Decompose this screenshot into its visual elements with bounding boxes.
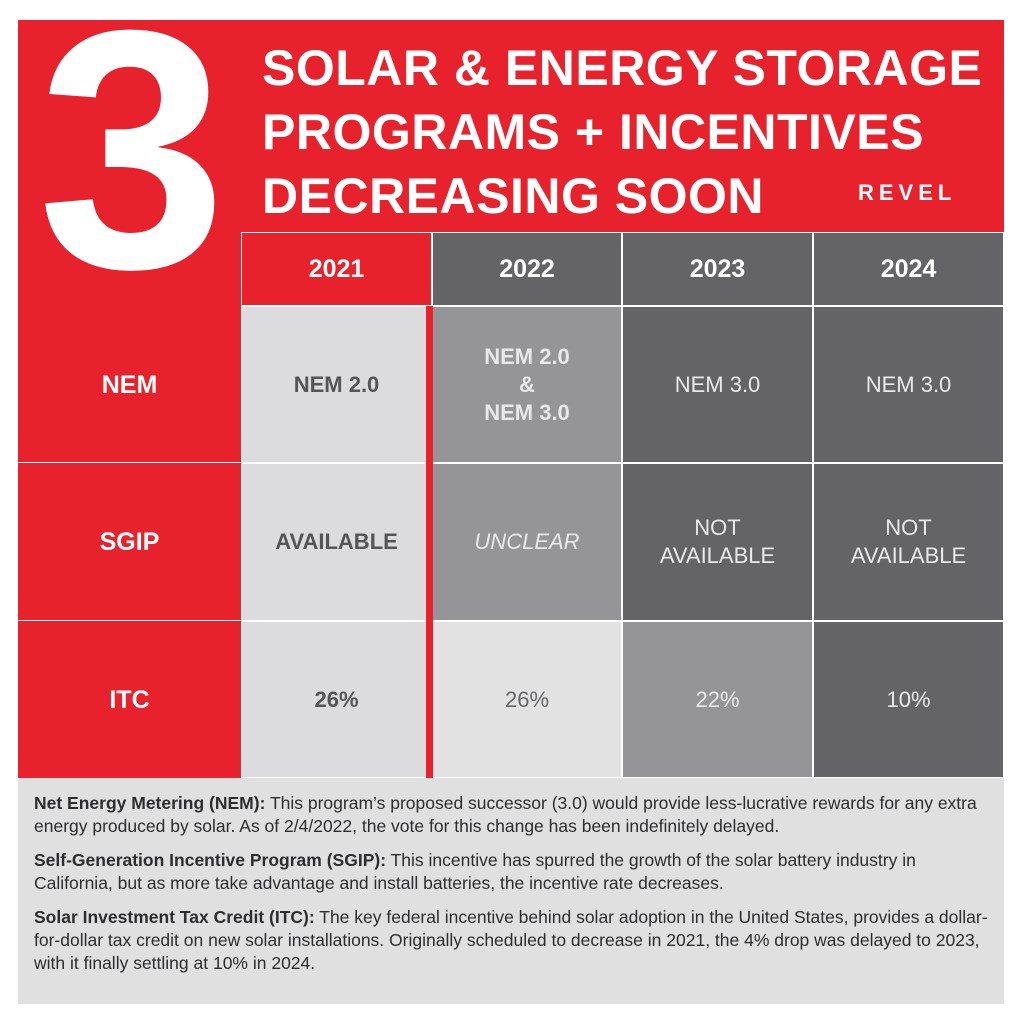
note-nem-term: Net Energy Metering (NEM): xyxy=(34,793,266,813)
year-header-2023: 2023 xyxy=(622,232,813,306)
cell-sgip-2022: UNCLEAR xyxy=(432,463,622,621)
cell-nem-2022: NEM 2.0 & NEM 3.0 xyxy=(432,306,622,463)
note-nem: Net Energy Metering (NEM): This program’… xyxy=(34,792,988,838)
cell-nem-2024: NEM 3.0 xyxy=(813,306,1004,463)
cell-sgip-2021: AVAILABLE xyxy=(241,463,432,621)
note-nem-text: This program’s proposed successor (3.0) … xyxy=(34,793,977,836)
year-header-2024: 2024 xyxy=(813,232,1004,306)
title-line-3: DECREASING SOON xyxy=(262,168,765,224)
note-itc-term: Solar Investment Tax Credit (ITC): xyxy=(34,907,315,927)
title-line-2: PROGRAMS + INCENTIVES xyxy=(262,104,924,160)
note-sgip-term: Self-Generation Incentive Program (SGIP)… xyxy=(34,850,387,870)
row-label-itc: ITC xyxy=(18,621,241,778)
big-number: 3 xyxy=(37,0,226,340)
row-label-sgip: SGIP xyxy=(18,463,241,621)
revel-logo: REVEL xyxy=(858,180,957,205)
cell-sgip-2024: NOT AVAILABLE xyxy=(813,463,1004,621)
note-itc: Solar Investment Tax Credit (ITC): The k… xyxy=(34,906,988,975)
title-line-1: SOLAR & ENERGY STORAGE xyxy=(262,40,983,96)
cell-nem-2021: NEM 2.0 xyxy=(241,306,432,463)
year-header-2022: 2022 xyxy=(432,232,622,306)
year-header-2021: 2021 xyxy=(241,232,432,306)
row-label-nem: NEM xyxy=(18,306,241,463)
page-title: SOLAR & ENERGY STORAGE PROGRAMS + INCENT… xyxy=(262,36,1002,228)
notes-panel: Net Energy Metering (NEM): This program’… xyxy=(18,778,1004,1004)
cell-nem-2023: NEM 3.0 xyxy=(622,306,813,463)
current-year-divider xyxy=(426,306,433,778)
note-sgip-text: This incentive has spurred the growth of… xyxy=(34,850,916,893)
cell-itc-2023: 22% xyxy=(622,621,813,778)
note-itc-text: The key federal incentive behind solar a… xyxy=(34,907,988,973)
cell-itc-2024: 10% xyxy=(813,621,1004,778)
cell-itc-2022: 26% xyxy=(432,621,622,778)
cell-itc-2021: 26% xyxy=(241,621,432,778)
note-sgip: Self-Generation Incentive Program (SGIP)… xyxy=(34,849,988,895)
cell-sgip-2023: NOT AVAILABLE xyxy=(622,463,813,621)
